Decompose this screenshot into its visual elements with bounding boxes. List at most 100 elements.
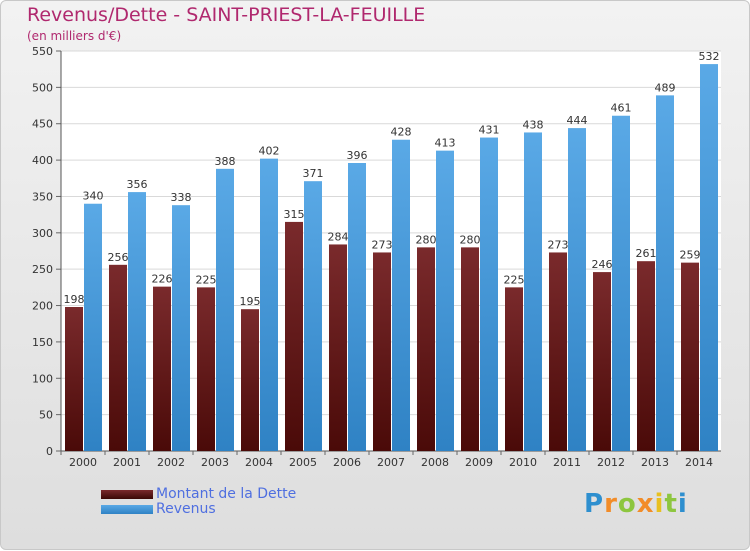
data-label: 273 — [548, 238, 569, 251]
y-tick-label: 200 — [32, 300, 53, 313]
bar-dette — [549, 252, 567, 451]
y-tick-label: 350 — [32, 190, 53, 203]
data-label: 388 — [215, 155, 236, 168]
data-label: 396 — [347, 149, 368, 162]
x-tick-label: 2000 — [69, 456, 97, 469]
data-label: 489 — [655, 81, 676, 94]
chart-subtitle: (en milliers d'€) — [27, 29, 122, 43]
data-label: 431 — [479, 124, 500, 137]
bar-revenus — [216, 168, 234, 451]
x-tick-label: 2007 — [377, 456, 405, 469]
bar-revenus — [700, 64, 718, 451]
data-label: 402 — [259, 145, 280, 158]
data-label: 444 — [567, 114, 588, 127]
bar-revenus — [392, 139, 410, 451]
bar-dette — [65, 307, 83, 451]
bar-revenus — [568, 128, 586, 451]
y-tick-label: 250 — [32, 263, 53, 276]
data-label: 280 — [416, 233, 437, 246]
legend-swatch-dette — [101, 490, 153, 499]
data-label: 256 — [108, 251, 129, 264]
bar-dette — [637, 261, 655, 451]
data-label: 225 — [504, 273, 525, 286]
x-tick-label: 2009 — [465, 456, 493, 469]
bar-revenus — [84, 203, 102, 451]
legend-swatch-revenus — [101, 505, 153, 514]
data-label: 338 — [171, 191, 192, 204]
y-tick-label: 500 — [32, 81, 53, 94]
logo-letter: i — [654, 489, 665, 519]
data-label: 273 — [372, 238, 393, 251]
bar-dette — [329, 244, 347, 451]
data-label: 284 — [328, 230, 349, 243]
x-tick-label: 2003 — [201, 456, 229, 469]
bar-dette — [417, 247, 435, 451]
y-tick-label: 100 — [32, 372, 53, 385]
x-tick-label: 2011 — [553, 456, 581, 469]
bar-dette — [461, 247, 479, 451]
y-tick-label: 0 — [46, 445, 53, 458]
y-tick-label: 150 — [32, 336, 53, 349]
data-label: 413 — [435, 137, 456, 150]
bar-revenus — [656, 95, 674, 451]
y-tick-label: 550 — [32, 45, 53, 58]
data-label: 226 — [152, 273, 173, 286]
x-tick-label: 2014 — [685, 456, 713, 469]
bar-dette — [505, 287, 523, 451]
bar-dette — [681, 262, 699, 451]
data-label: 340 — [83, 190, 104, 203]
bar-dette — [373, 252, 391, 451]
data-label: 315 — [284, 208, 305, 221]
y-tick-label: 450 — [32, 118, 53, 131]
legend-label-dette: Montant de la Dette — [156, 486, 297, 502]
y-tick-label: 400 — [32, 154, 53, 167]
data-label: 532 — [699, 50, 720, 63]
bar-dette — [285, 221, 303, 451]
y-tick-label: 300 — [32, 227, 53, 240]
proxiti-logo: Proxiti — [584, 489, 688, 519]
bar-revenus — [348, 163, 366, 451]
logo-letter: i — [677, 489, 688, 519]
data-label: 371 — [303, 167, 324, 180]
bar-dette — [109, 264, 127, 451]
logo-letter: x — [636, 489, 655, 519]
logo-letter: r — [604, 489, 618, 519]
data-label: 195 — [240, 295, 261, 308]
data-label: 280 — [460, 233, 481, 246]
data-label: 261 — [636, 247, 657, 260]
logo-letter: P — [584, 489, 605, 519]
x-tick-label: 2002 — [157, 456, 185, 469]
data-label: 461 — [611, 102, 632, 115]
x-tick-label: 2001 — [113, 456, 141, 469]
x-tick-label: 2004 — [245, 456, 273, 469]
data-label: 246 — [592, 258, 613, 271]
bar-dette — [593, 272, 611, 451]
legend-label-revenus: Revenus — [156, 501, 216, 517]
x-tick-label: 2013 — [641, 456, 669, 469]
data-label: 198 — [64, 293, 85, 306]
chart-title: Revenus/Dette - SAINT-PRIEST-LA-FEUILLE — [27, 4, 426, 26]
data-label: 259 — [680, 249, 701, 262]
x-tick-label: 2012 — [597, 456, 625, 469]
x-tick-label: 2005 — [289, 456, 317, 469]
logo-letter: o — [617, 489, 637, 519]
bar-revenus — [436, 150, 454, 452]
data-label: 356 — [127, 178, 148, 191]
bar-revenus — [524, 132, 542, 452]
bar-dette — [241, 309, 259, 451]
x-tick-label: 2006 — [333, 456, 361, 469]
bar-dette — [197, 287, 215, 451]
data-label: 438 — [523, 118, 544, 131]
bar-revenus — [612, 115, 630, 452]
data-label: 225 — [196, 273, 217, 286]
x-tick-label: 2010 — [509, 456, 537, 469]
bar-dette — [153, 286, 171, 451]
bar-revenus — [260, 158, 278, 452]
logo-letter: t — [664, 489, 678, 519]
x-tick-label: 2008 — [421, 456, 449, 469]
y-tick-label: 50 — [39, 409, 53, 422]
bar-revenus — [304, 181, 322, 451]
bar-revenus — [128, 192, 146, 451]
